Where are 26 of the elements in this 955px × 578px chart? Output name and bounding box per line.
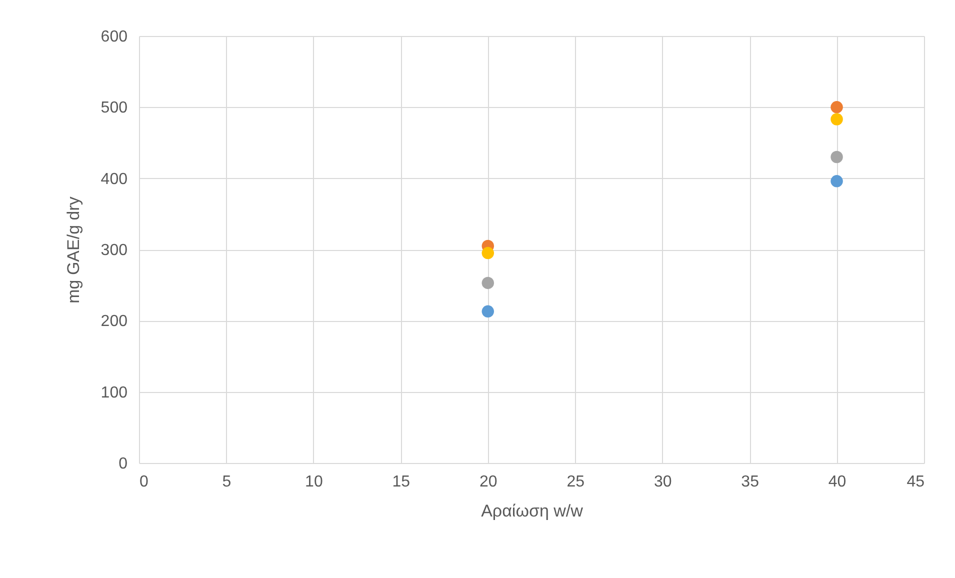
x-tick-label: 35 [741,474,760,490]
y-tick-label: 600 [100,28,128,46]
y-axis-title: mg GAE/g dry [64,196,83,304]
y-tick-label: 100 [100,384,128,402]
point [830,175,843,188]
point [830,113,843,126]
point [482,246,494,260]
y-tick-label: 500 [100,100,128,117]
x-tick-label: 15 [392,474,410,490]
x-tick-label: 45 [906,474,925,490]
x-tick-label: 25 [566,474,585,490]
y-tick-label: 200 [100,313,128,330]
y-tick-label: 300 [100,242,128,259]
x-tick-label: 5 [222,474,232,490]
x-tick-label: 10 [305,474,323,490]
x-tick-label: 0 [140,474,148,490]
point [830,101,843,114]
y-tick-label: 0 [118,456,128,472]
point [482,305,494,318]
point [482,276,494,290]
point [830,150,843,164]
y-tick-label: 400 [100,170,128,188]
x-tick-label: 40 [828,474,846,490]
x-tick-label: 30 [654,474,672,490]
x-tick-label: 20 [479,474,498,490]
x-axis-title: Αραίωση w/w [481,502,584,520]
